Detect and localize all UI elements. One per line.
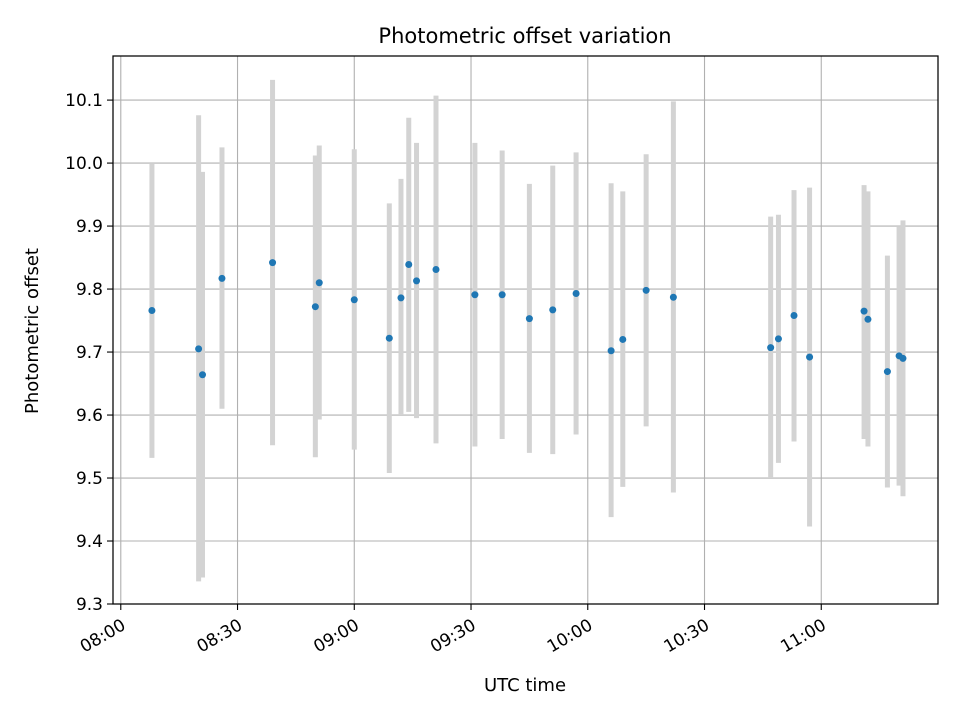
y-tick-label: 9.5 (76, 469, 103, 489)
data-point (311, 303, 319, 311)
y-tick-label: 10.1 (65, 91, 103, 111)
y-tick-label: 9.4 (76, 532, 103, 552)
y-axis-ticks: 9.3 9.4 9.5 9.6 9.7 9.8 9.9 10.0 10.1 (65, 91, 113, 615)
data-point (883, 368, 891, 376)
data-point (498, 291, 506, 299)
data-point (148, 306, 156, 314)
grid (113, 56, 938, 605)
data-point (572, 289, 580, 297)
data-point (669, 293, 677, 301)
data-point (195, 345, 203, 353)
y-tick-label: 9.6 (76, 406, 103, 426)
data-point (899, 354, 907, 362)
data-point (642, 286, 650, 294)
y-tick-label: 9.7 (76, 343, 103, 363)
data-point (413, 277, 421, 285)
data-point (385, 334, 393, 342)
data-point (397, 294, 405, 302)
chart-title: Photometric offset variation (378, 24, 671, 48)
data-point (806, 353, 814, 361)
data-points (148, 259, 907, 379)
data-point (218, 274, 226, 282)
plot-frame (112, 55, 939, 605)
y-tick-label: 9.8 (76, 280, 103, 300)
data-point (864, 315, 872, 323)
data-point (315, 279, 323, 287)
y-axis-label: Photometric offset (22, 248, 43, 414)
data-point (350, 296, 358, 304)
data-point (790, 312, 798, 320)
data-point (405, 260, 413, 268)
data-point (549, 306, 557, 314)
data-point (269, 259, 277, 267)
data-point (774, 335, 782, 343)
data-point (860, 307, 868, 315)
y-tick-label: 9.9 (76, 217, 103, 237)
data-point (432, 266, 440, 274)
x-axis-label: UTC time (484, 675, 566, 696)
data-point (199, 371, 207, 379)
data-point (607, 347, 615, 355)
y-tick-label: 10.0 (65, 154, 103, 174)
y-tick-label: 9.3 (76, 595, 103, 615)
data-point (619, 335, 627, 343)
data-point (767, 344, 775, 352)
data-point (525, 315, 533, 323)
data-point (471, 291, 479, 299)
